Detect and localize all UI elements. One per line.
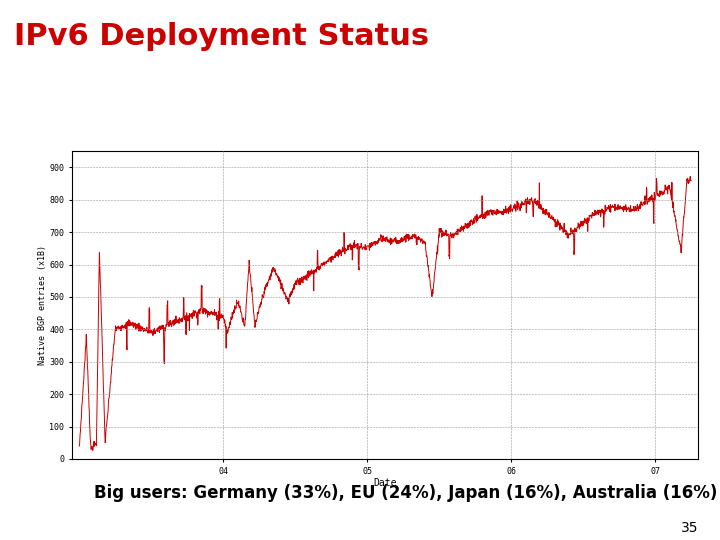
Y-axis label: Native BGP entries (x1B): Native BGP entries (x1B) [37, 245, 47, 365]
Text: Big users: Germany (33%), EU (24%), Japan (16%), Australia (16%): Big users: Germany (33%), EU (24%), Japa… [94, 484, 717, 502]
X-axis label: Date: Date [374, 478, 397, 488]
Text: IPv6 Deployment Status: IPv6 Deployment Status [14, 22, 430, 51]
Text: 35: 35 [681, 521, 698, 535]
